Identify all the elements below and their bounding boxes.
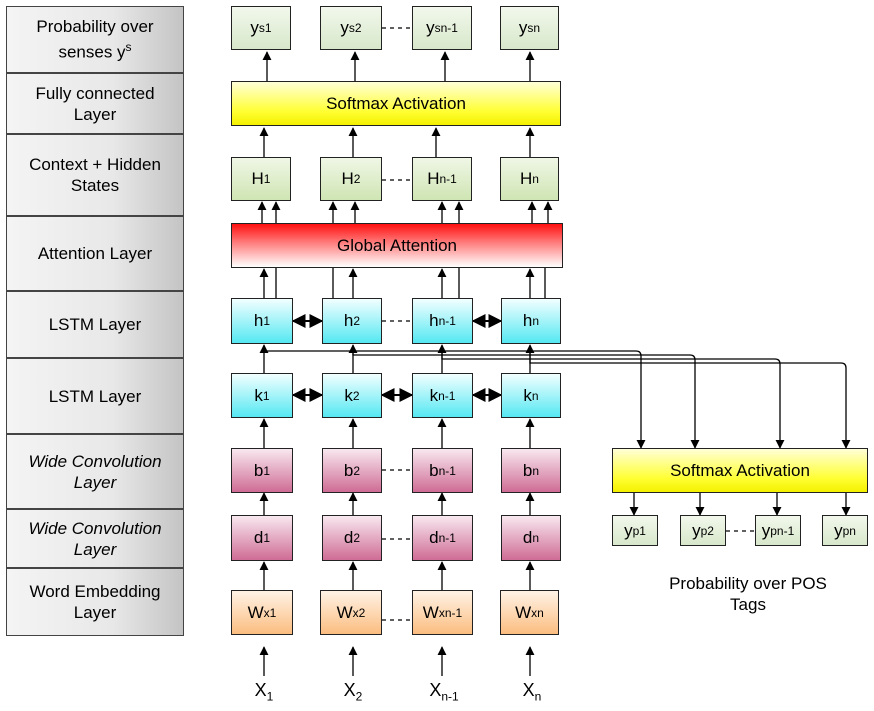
label-fully-connected: Fully connected Layer (6, 73, 184, 134)
input-x-n: Xn (522, 680, 542, 704)
softmax-activation-top: Softmax Activation (231, 81, 561, 126)
label-wide-conv-upper: Wide Convolution Layer (6, 434, 184, 509)
softmax-activation-pos: Softmax Activation (612, 448, 868, 493)
node-h-n-1: h n-1 (412, 298, 473, 344)
input-x-n-1: Xn-1 (429, 680, 459, 704)
input-x-2: X2 (343, 680, 363, 704)
input-x-1: X1 (254, 680, 274, 704)
label-lstm-upper: LSTM Layer (6, 291, 184, 358)
node-b-n-1: b n-1 (412, 448, 473, 493)
node-yp-n-1: y p n-1 (755, 515, 801, 546)
node-k-n-1: k n-1 (412, 373, 473, 418)
node-ys-n-1: y s n-1 (412, 6, 472, 50)
global-attention-bar: Global Attention (231, 223, 563, 268)
label-context-hidden: Context + Hidden States (6, 134, 184, 216)
label-attention: Attention Layer (6, 216, 184, 291)
label-word-embedding: Word Embedding Layer (6, 568, 184, 636)
label-wide-conv-lower: Wide Convolution Layer (6, 509, 184, 568)
label-lstm-lower: LSTM Layer (6, 358, 184, 434)
label-probability-senses: Probability over senses ys (6, 6, 184, 73)
caption-probability-pos: Probability over POS Tags (669, 574, 827, 614)
node-d-n-1: d n-1 (412, 515, 473, 561)
